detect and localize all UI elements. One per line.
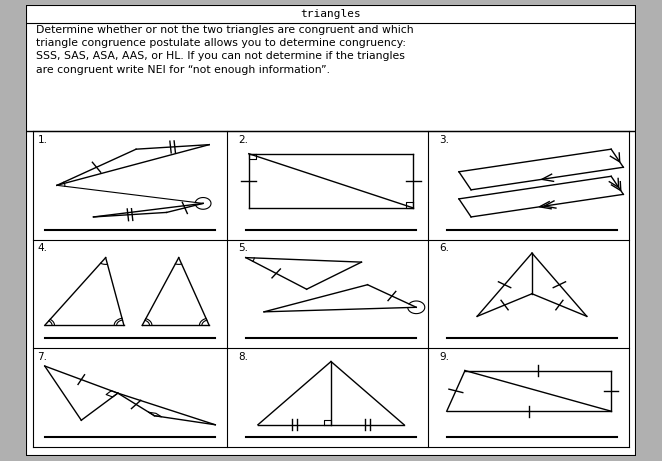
- Text: 3.: 3.: [440, 135, 449, 145]
- Text: triangles: triangles: [301, 9, 361, 18]
- Text: 9.: 9.: [440, 352, 449, 361]
- FancyBboxPatch shape: [26, 5, 636, 456]
- Text: 7.: 7.: [38, 352, 48, 361]
- Text: 2.: 2.: [238, 135, 248, 145]
- Text: 8.: 8.: [238, 352, 248, 361]
- Text: 6.: 6.: [440, 243, 449, 253]
- Text: 1.: 1.: [38, 135, 48, 145]
- Text: Determine whether or not the two triangles are congruent and which
triangle cong: Determine whether or not the two triangl…: [36, 25, 413, 75]
- Text: 5.: 5.: [238, 243, 248, 253]
- Text: 4.: 4.: [38, 243, 48, 253]
